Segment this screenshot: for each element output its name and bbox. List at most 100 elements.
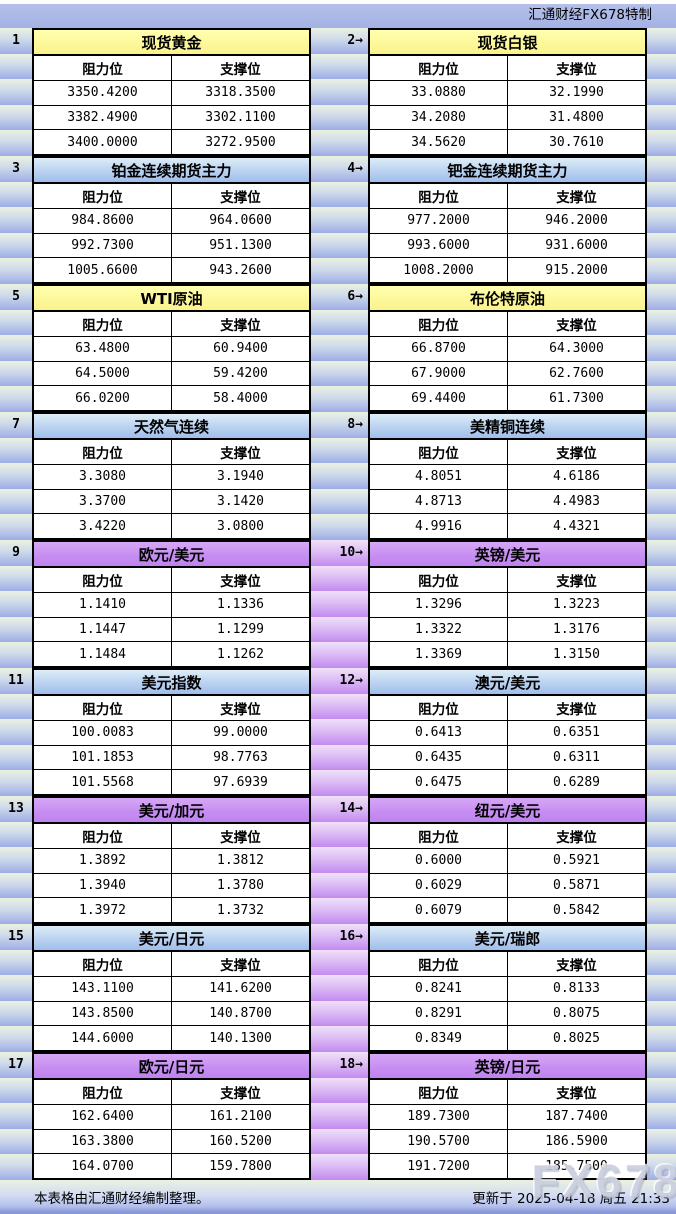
- resistance-header: 阻力位: [82, 1085, 123, 1102]
- level-row: 162.6400 161.2100: [34, 1103, 309, 1129]
- column-header-row: 阻力位 支撑位: [34, 312, 309, 336]
- level-row: 143.1100 141.6200: [34, 975, 309, 1001]
- margin-band: [311, 770, 368, 796]
- support-header: 支撑位: [507, 568, 645, 592]
- margin-band: 13: [0, 796, 32, 822]
- resistance-value: 3.4220: [79, 518, 126, 534]
- level-row: 3.3700 3.1420: [34, 488, 309, 514]
- label-column: 4→: [311, 156, 368, 284]
- margin-band: [0, 847, 32, 873]
- resistance-value: 191.7200: [407, 1158, 470, 1174]
- instrument-panel: 澳元/美元 阻力位 支撑位 0.6413 0.6351 0.6435 0.6311 0.647…: [368, 668, 647, 796]
- margin-band: [0, 463, 32, 489]
- margin-band: [311, 79, 368, 105]
- support-value: 931.6000: [507, 233, 645, 258]
- column-header-row: 阻力位 支撑位: [370, 824, 645, 848]
- resistance-value: 162.6400: [71, 1109, 134, 1125]
- level-row: 164.0700 159.7800: [34, 1153, 309, 1178]
- margin-band: [647, 514, 676, 540]
- resistance-value: 0.6029: [415, 877, 462, 893]
- instrument-panel: 铂金连续期货主力 阻力位 支撑位 984.8600 964.0600 992.7300 95…: [32, 156, 311, 284]
- margin-band: [647, 540, 676, 566]
- margin-band: [311, 616, 368, 643]
- section-pair: 11 美元指数 阻力位 支撑位 100.0083 99.0000 101.1853 98.77…: [0, 668, 676, 796]
- row-number-arrow-label: 14→: [339, 801, 363, 817]
- margin-band: [311, 565, 368, 592]
- margin-band: [0, 1077, 32, 1104]
- margin-band: [647, 1077, 676, 1104]
- margin-column: [647, 156, 676, 284]
- margin-band: [0, 1000, 32, 1027]
- support-header: 支撑位: [171, 56, 309, 80]
- resistance-header: 阻力位: [418, 573, 459, 590]
- column-header-row: 阻力位 支撑位: [34, 952, 309, 976]
- margin-band: [647, 130, 676, 156]
- label-column: 11: [0, 668, 32, 796]
- margin-band: [647, 872, 676, 899]
- level-row: 0.8349 0.8025: [370, 1025, 645, 1050]
- support-value: 140.1300: [171, 1026, 309, 1050]
- section-pair: 7 天然气连续 阻力位 支撑位 3.3080 3.1940 3.3700 3.1420 3.42…: [0, 412, 676, 540]
- level-row: 33.0880 32.1990: [370, 79, 645, 105]
- panel-title: 美精铜连续: [370, 414, 645, 440]
- label-column: 17: [0, 1052, 32, 1180]
- support-value: 3318.3500: [171, 80, 309, 105]
- level-row: 34.5620 30.7610: [370, 129, 645, 154]
- margin-band: [311, 591, 368, 617]
- level-row: 977.2000 946.2000: [370, 207, 645, 233]
- support-value: 1.3780: [171, 873, 309, 898]
- instrument-panel: 美元/瑞郎 阻力位 支撑位 0.8241 0.8133 0.8291 0.8075 0.834…: [368, 924, 647, 1052]
- support-header: 支撑位: [507, 184, 645, 208]
- margin-band: [647, 719, 676, 745]
- margin-band: 1: [0, 28, 32, 54]
- margin-band: [311, 386, 368, 412]
- panel-title: 澳元/美元: [370, 670, 645, 696]
- instrument-panel: 纽元/美元 阻力位 支撑位 0.6000 0.5921 0.6029 0.5871 0.607…: [368, 796, 647, 924]
- resistance-value: 1.1410: [79, 597, 126, 613]
- label-column: 12→: [311, 668, 368, 796]
- label-column: 15: [0, 924, 32, 1052]
- resistance-header: 阻力位: [82, 701, 123, 718]
- instrument-panel: 美精铜连续 阻力位 支撑位 4.8051 4.6186 4.8713 4.4983 4.991…: [368, 412, 647, 540]
- resistance-value: 3382.4900: [67, 109, 138, 125]
- row-number-arrow-label: 2→: [347, 33, 363, 49]
- top-brand-bar: 汇通财经FX678特制: [0, 0, 676, 28]
- support-value: 0.6289: [507, 770, 645, 794]
- column-header-row: 阻力位 支撑位: [34, 568, 309, 592]
- resistance-value: 1008.2000: [403, 262, 474, 278]
- support-value: 186.5900: [507, 1129, 645, 1154]
- label-column: 16→: [311, 924, 368, 1052]
- margin-band: 16→: [311, 924, 368, 950]
- support-value: 62.7600: [507, 361, 645, 386]
- section-pair: 17 欧元/日元 阻力位 支撑位 162.6400 161.2100 163.3800 160…: [0, 1052, 676, 1180]
- support-value: 97.6939: [171, 770, 309, 794]
- label-column: 9: [0, 540, 32, 668]
- support-header: 支撑位: [171, 312, 309, 336]
- margin-band: [0, 514, 32, 540]
- resistance-value: 63.4800: [75, 341, 130, 357]
- panel-title: 美元/日元: [34, 926, 309, 952]
- resistance-value: 0.8241: [415, 981, 462, 997]
- column-header-row: 阻力位 支撑位: [370, 184, 645, 208]
- margin-band: [647, 642, 676, 668]
- label-column: 7: [0, 412, 32, 540]
- level-row: 3.3080 3.1940: [34, 463, 309, 489]
- column-header-row: 阻力位 支撑位: [370, 696, 645, 720]
- column-header-row: 阻力位 支撑位: [370, 1080, 645, 1104]
- margin-band: [0, 770, 32, 796]
- resistance-value: 1.3972: [79, 902, 126, 918]
- row-number-arrow-label: 18→: [339, 1057, 363, 1073]
- resistance-header: 阻力位: [82, 957, 123, 974]
- column-header-row: 阻力位 支撑位: [370, 440, 645, 464]
- brand-text: 汇通财经FX678特制: [528, 7, 652, 23]
- panel-title: 现货黄金: [34, 30, 309, 56]
- margin-band: [0, 949, 32, 976]
- support-header: 支撑位: [171, 184, 309, 208]
- margin-band: [311, 975, 368, 1001]
- resistance-value: 1.3322: [415, 621, 462, 637]
- resistance-value: 67.9000: [411, 365, 466, 381]
- support-value: 185.7500: [507, 1154, 645, 1178]
- margin-band: [647, 437, 676, 464]
- margin-band: [647, 232, 676, 259]
- margin-band: [647, 770, 676, 796]
